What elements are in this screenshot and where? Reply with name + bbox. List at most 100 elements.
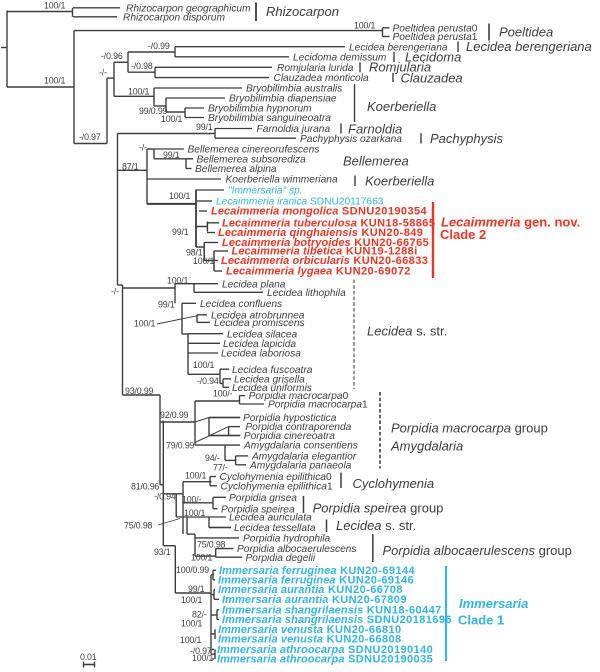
svg-text:Amygdalaria elegantior: Amygdalaria elegantior <box>251 452 357 463</box>
svg-text:Clauzadea: Clauzadea <box>401 70 463 85</box>
svg-text:Lecaimmeria qinghaiensis KUN20: Lecaimmeria qinghaiensis KUN20-849 <box>218 227 423 239</box>
svg-text:Pachyphysis ozarkana: Pachyphysis ozarkana <box>300 134 402 145</box>
svg-text:99/1: 99/1 <box>196 122 213 132</box>
svg-text:Farnoldia: Farnoldia <box>348 121 402 136</box>
svg-text:100/1: 100/1 <box>354 21 376 31</box>
svg-text:100/1: 100/1 <box>181 595 203 605</box>
svg-text:Lecidea laboriosa: Lecidea laboriosa <box>221 349 301 360</box>
svg-text:100/1: 100/1 <box>134 318 156 328</box>
svg-text:100/1: 100/1 <box>185 471 207 481</box>
svg-text:100/1: 100/1 <box>192 653 214 663</box>
svg-text:100/1: 100/1 <box>181 619 203 629</box>
svg-text:Porpidia speirea: Porpidia speirea <box>221 504 295 515</box>
svg-text:Lecidea berengeriana: Lecidea berengeriana <box>349 42 448 53</box>
svg-text:Bellemerea alpina: Bellemerea alpina <box>195 164 277 175</box>
svg-text:100/1: 100/1 <box>180 635 202 645</box>
svg-text:Rhizocarpon geographicum: Rhizocarpon geographicum <box>126 3 251 14</box>
svg-text:Lecidea atrobrunnea: Lecidea atrobrunnea <box>211 310 305 321</box>
svg-text:Porpidia macrocarpa group: Porpidia macrocarpa group <box>391 421 548 436</box>
svg-text:Amygdalaria consentiens: Amygdalaria consentiens <box>243 441 358 452</box>
svg-text:Lecidea auriculata: Lecidea auriculata <box>229 513 312 524</box>
svg-text:100/1: 100/1 <box>193 256 215 266</box>
svg-text:100/1: 100/1 <box>44 1 66 11</box>
svg-text:Immersaria aurantia KUN20-6780: Immersaria aurantia KUN20-67809 <box>222 594 407 606</box>
svg-text:100/1: 100/1 <box>193 360 215 370</box>
svg-text:-/-: -/- <box>99 68 107 78</box>
svg-text:75/0.98: 75/0.98 <box>124 521 153 531</box>
svg-text:Lecidea uniformis: Lecidea uniformis <box>232 383 312 394</box>
svg-text:0.01: 0.01 <box>80 652 97 662</box>
svg-text:-/0.98: -/0.98 <box>131 61 153 71</box>
svg-text:-/-: -/- <box>139 142 147 152</box>
svg-text:Lecaimmeria lygaea KUN20-69072: Lecaimmeria lygaea KUN20-69072 <box>226 266 411 278</box>
svg-text:Lecidea fuscoatra: Lecidea fuscoatra <box>232 365 313 376</box>
svg-text:"Immersaria" sp.: "Immersaria" sp. <box>228 186 303 197</box>
svg-text:79/0.99: 79/0.99 <box>166 440 195 450</box>
svg-text:-/0.99: -/0.99 <box>148 41 170 51</box>
svg-text:Amygdalaria: Amygdalaria <box>390 439 463 454</box>
svg-text:Clauzadea monticola: Clauzadea monticola <box>274 73 369 84</box>
svg-text:Lecaimmeria botryoides KUN20-6: Lecaimmeria botryoides KUN20-66765 <box>222 237 429 249</box>
svg-text:Poeltidea perusta1: Poeltidea perusta1 <box>393 32 478 43</box>
svg-text:77/-: 77/- <box>213 463 228 473</box>
svg-text:Immersaria shangrilaensis SDNU: Immersaria shangrilaensis SDNU20181696 <box>222 614 452 626</box>
svg-text:Farnoldia jurana: Farnoldia jurana <box>257 124 331 135</box>
svg-text:Rhizocarpon: Rhizocarpon <box>266 4 339 19</box>
svg-text:Cyclohymenia: Cyclohymenia <box>353 476 435 491</box>
svg-text:Poeltidea: Poeltidea <box>499 24 553 39</box>
svg-text:100/0.99: 100/0.99 <box>176 565 209 575</box>
svg-text:Lecidea grisella: Lecidea grisella <box>234 375 305 386</box>
svg-text:Lecidea s. str.: Lecidea s. str. <box>367 324 447 339</box>
svg-text:100/1: 100/1 <box>184 508 206 518</box>
svg-text:99/0.99: 99/0.99 <box>139 106 168 116</box>
svg-text:Lecidea silacea: Lecidea silacea <box>227 329 298 340</box>
svg-text:Immersaria venusta KUN20-66808: Immersaria venusta KUN20-66808 <box>218 634 402 646</box>
svg-text:Bryobilimbia australis: Bryobilimbia australis <box>246 84 342 95</box>
svg-text:Bellemerea cinereorufescens: Bellemerea cinereorufescens <box>188 145 320 156</box>
svg-text:Immersaria athroocarpa SDNU201: Immersaria athroocarpa SDNU20190035 <box>217 654 433 666</box>
svg-text:81/0.96: 81/0.96 <box>131 482 160 492</box>
svg-text:-/-: -/- <box>111 287 119 297</box>
svg-text:Poeltidea perusta0: Poeltidea perusta0 <box>393 23 478 34</box>
svg-text:Bryobilimbia hypnorum: Bryobilimbia hypnorum <box>208 104 312 115</box>
svg-text:Porpidia degelii: Porpidia degelii <box>246 553 316 564</box>
svg-text:Lecidea s. str.: Lecidea s. str. <box>336 518 416 533</box>
svg-text:Lecaimmeria tuberculosa KUN18-: Lecaimmeria tuberculosa KUN18-58865 <box>222 217 435 229</box>
svg-text:Immersaria ferruginea KUN20-69: Immersaria ferruginea KUN20-69146 <box>218 574 414 586</box>
svg-text:Porpidia contraporenda: Porpidia contraporenda <box>245 422 351 433</box>
svg-text:Porpidia macrocarpa1: Porpidia macrocarpa1 <box>268 400 368 411</box>
svg-text:Koerberiella wimmeriana: Koerberiella wimmeriana <box>226 175 338 186</box>
svg-text:Lecidoma: Lecidoma <box>405 50 461 65</box>
svg-text:100/-: 100/- <box>213 389 233 399</box>
svg-text:100/1: 100/1 <box>191 553 213 563</box>
svg-text:Lecaimmeria iranica SDNU201176: Lecaimmeria iranica SDNU20117663 <box>216 197 384 208</box>
svg-text:Cyclohymenia epilithica1: Cyclohymenia epilithica1 <box>221 481 333 492</box>
svg-text:82/-: 82/- <box>192 610 207 620</box>
svg-text:Koerberiella: Koerberiella <box>365 174 434 189</box>
svg-text:Amygdalaria panaeola: Amygdalaria panaeola <box>249 460 352 471</box>
svg-text:99/1: 99/1 <box>163 150 180 160</box>
svg-text:Romjularia: Romjularia <box>369 60 431 75</box>
svg-text:Porpidia cinereoatra: Porpidia cinereoatra <box>244 431 336 442</box>
svg-text:100/1: 100/1 <box>169 191 191 201</box>
svg-text:Immersaria ferruginea KUN20-69: Immersaria ferruginea KUN20-69144 <box>219 565 416 577</box>
svg-text:100/-: 100/- <box>182 495 202 505</box>
svg-text:Cyclohymenia epilithica0: Cyclohymenia epilithica0 <box>220 472 332 483</box>
svg-text:Bellemerea: Bellemerea <box>343 154 409 169</box>
svg-text:87/1: 87/1 <box>122 162 139 172</box>
svg-text:Porpidia grisea: Porpidia grisea <box>229 493 297 504</box>
svg-text:75/0.98: 75/0.98 <box>197 539 226 549</box>
svg-text:100/1: 100/1 <box>128 87 150 97</box>
svg-text:Romjularia lurida: Romjularia lurida <box>277 63 354 74</box>
svg-text:-/0.97: -/0.97 <box>190 646 212 656</box>
svg-text:Lecidea lapicida: Lecidea lapicida <box>223 339 296 350</box>
svg-text:Lecidea tessellata: Lecidea tessellata <box>234 523 316 534</box>
svg-text:Lecaimmeria tibetica KUN19-128: Lecaimmeria tibetica KUN19-1288i <box>232 246 418 258</box>
svg-text:Bryobilimbia sanguineoatra: Bryobilimbia sanguineoatra <box>208 113 331 124</box>
svg-text:Bryobilimbia diapensiae: Bryobilimbia diapensiae <box>229 94 337 105</box>
svg-text:Koerberiella: Koerberiella <box>367 99 436 114</box>
svg-text:Pachyphysis: Pachyphysis <box>430 131 503 146</box>
svg-text:100/1: 100/1 <box>161 114 183 124</box>
svg-text:100/1: 100/1 <box>167 276 189 286</box>
svg-text:100/1: 100/1 <box>44 76 66 86</box>
